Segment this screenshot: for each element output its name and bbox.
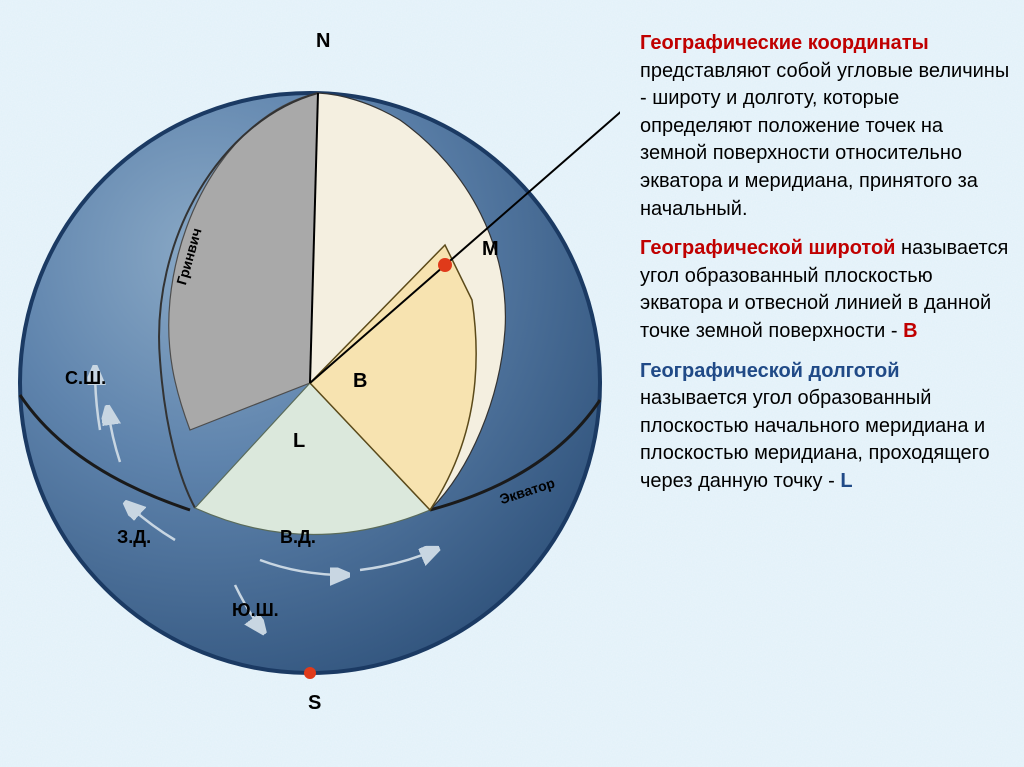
label-b: B (353, 370, 367, 393)
label-nw: С.Ш. (65, 368, 106, 389)
label-m: M (482, 238, 499, 261)
p3-sym: L (840, 470, 852, 492)
point-m (438, 258, 452, 272)
sphere-diagram: Гринвич Экватор N S M B L С.Ш. Ю.Ш. З.Д.… (0, 0, 620, 767)
label-l: L (293, 430, 305, 453)
kw-longitude: Географической долготой (640, 360, 899, 382)
label-sw: Ю.Ш. (232, 600, 279, 621)
p1-body: представляют собой угловые величины - ши… (640, 60, 1009, 220)
p2-sym: B (903, 320, 917, 342)
paragraph-longitude: Географической долготой называется угол … (640, 358, 1010, 496)
paragraph-coordinates: Географические координаты представляют с… (640, 30, 1010, 223)
explanation-text: Географические координаты представляют с… (640, 30, 1010, 508)
kw-latitude: Географической широтой (640, 237, 895, 259)
kw-coordinates: Географические координаты (640, 32, 929, 54)
label-wl: З.Д. (117, 527, 151, 548)
point-s (304, 667, 316, 679)
paragraph-latitude: Географической широтой называется угол о… (640, 235, 1010, 345)
label-s: S (308, 692, 321, 715)
label-n: N (316, 30, 330, 53)
p3-body: называется угол образованный плоскостью … (640, 387, 990, 492)
label-el: В.Д. (280, 527, 316, 548)
